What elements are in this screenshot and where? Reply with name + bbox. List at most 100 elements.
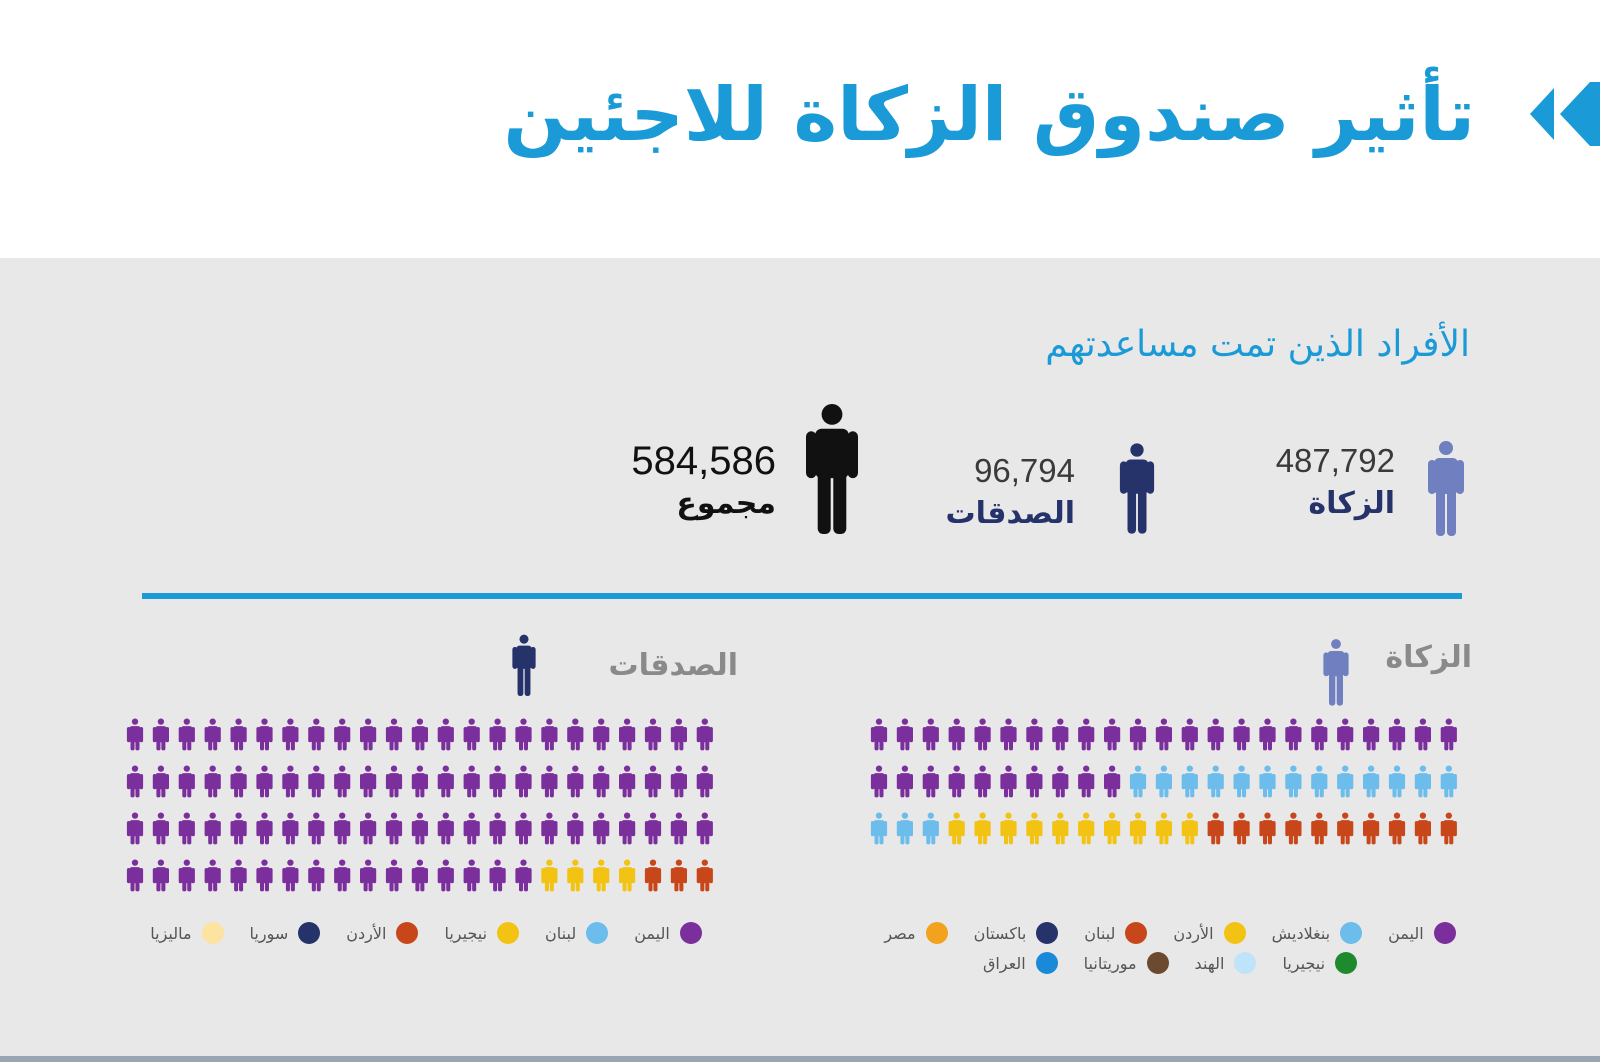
person-icon-اليمن xyxy=(1078,718,1095,751)
person-icon-اليمن xyxy=(256,765,273,798)
person-icon-اليمن xyxy=(334,765,351,798)
legend-label: بنغلاديش xyxy=(1271,923,1331,943)
legend-label: الأردن xyxy=(346,923,387,943)
person-icon-اليمن xyxy=(974,718,991,751)
legend-dot-icon xyxy=(1433,922,1456,944)
person-icon-اليمن xyxy=(256,812,273,845)
person-icon-لبنان xyxy=(1363,812,1380,845)
person-icon-اليمن xyxy=(567,812,584,845)
person-icon-اليمن xyxy=(385,859,403,892)
person-icon-اليمن xyxy=(1388,718,1406,751)
person-icon-اليمن xyxy=(463,765,480,798)
person-icon-اليمن xyxy=(1181,718,1198,751)
person-icon-اليمن xyxy=(644,812,662,845)
person-icon-الأردن xyxy=(974,812,991,845)
person-icon-اليمن xyxy=(463,859,480,892)
person-icon-بنغلاديش xyxy=(1388,765,1406,798)
person-icon-اليمن xyxy=(619,812,636,845)
legend-dot-icon xyxy=(1035,952,1058,974)
person-icon-اليمن xyxy=(870,718,888,751)
person-icon-بنغلاديش xyxy=(896,812,913,845)
legend-label: نيجيريا xyxy=(444,923,488,943)
total-value: 584,586 xyxy=(631,439,776,483)
legend-dot-icon xyxy=(679,922,702,944)
person-icon-اليمن xyxy=(974,765,991,798)
person-icon-اليمن xyxy=(1052,765,1069,798)
person-icon-اليمن xyxy=(593,765,610,798)
person-icon-اليمن xyxy=(670,718,687,751)
person-icon-اليمن xyxy=(230,718,247,751)
legend-item: العراق xyxy=(983,952,1058,974)
legend-dot-icon xyxy=(925,922,948,944)
person-icon-الأردن xyxy=(1078,812,1095,845)
person-icon-اليمن xyxy=(593,812,610,845)
legend-label: سوريا xyxy=(249,923,289,943)
person-icon-لبنان xyxy=(1207,812,1224,845)
person-icon-اليمن xyxy=(896,718,913,751)
person-icon-اليمن xyxy=(334,812,351,845)
person-icon-اليمن xyxy=(922,718,939,751)
person-icon-اليمن xyxy=(126,812,144,845)
person-icon-اليمن xyxy=(360,859,377,892)
person-icon-اليمن xyxy=(204,859,221,892)
person-icon-اليمن xyxy=(385,718,403,751)
legend-item: الأردن xyxy=(1173,922,1246,944)
person-icon-اليمن xyxy=(567,718,584,751)
person-icon-اليمن xyxy=(411,859,428,892)
legend-label: الأردن xyxy=(1173,923,1214,943)
sadaqat-section-title: الصدقات xyxy=(608,648,739,683)
person-icon-بنغلاديش xyxy=(1207,765,1224,798)
person-icon-اليمن xyxy=(1233,718,1250,751)
person-icon-بنغلاديش xyxy=(1337,765,1354,798)
person-icon-اليمن xyxy=(619,765,636,798)
person-icon-اليمن xyxy=(489,765,506,798)
person-icon-اليمن xyxy=(411,765,428,798)
legend-dot-icon xyxy=(201,922,224,944)
person-icon-اليمن xyxy=(437,812,454,845)
legend-label: ماليزيا xyxy=(150,923,192,943)
person-icon-بنغلاديش xyxy=(922,812,939,845)
person-icon-الأردن xyxy=(1104,812,1121,845)
person-icon-اليمن xyxy=(204,765,221,798)
person-icon-بنغلاديش xyxy=(1129,765,1147,798)
person-icon-اليمن xyxy=(385,765,403,798)
sadaqat-pictogram xyxy=(126,718,713,892)
person-icon-اليمن xyxy=(922,765,939,798)
legend-item: بنغلاديش xyxy=(1272,922,1363,944)
person-icon-بنغلاديش xyxy=(870,812,888,845)
person-icon-اليمن xyxy=(593,718,610,751)
legend-dot-icon xyxy=(1146,952,1169,974)
legend-label: نيجيريا xyxy=(1282,953,1326,973)
person-icon-اليمن xyxy=(360,765,377,798)
person-icon-نيجيريا xyxy=(619,859,636,892)
person-icon-اليمن xyxy=(178,765,195,798)
legend-label: لبنان xyxy=(545,923,577,943)
legend-item: الهند xyxy=(1195,952,1257,974)
person-icon-اليمن xyxy=(256,859,273,892)
person-icon-اليمن xyxy=(644,765,662,798)
sadaqat-stat: 96,794 الصدقات xyxy=(946,450,1076,536)
person-icon-اليمن xyxy=(1000,718,1017,751)
person-icon-اليمن xyxy=(1440,718,1457,751)
person-icon-اليمن xyxy=(178,718,195,751)
person-icon-الأردن xyxy=(1052,812,1069,845)
person-icon-الأردن xyxy=(1155,812,1172,845)
person-icon-اليمن xyxy=(1000,765,1017,798)
legend-dot-icon xyxy=(1036,922,1059,944)
legend-dot-icon xyxy=(1340,922,1363,944)
person-icon-اليمن xyxy=(870,765,888,798)
person-icon-اليمن xyxy=(385,812,403,845)
legend-item: باكستان xyxy=(974,922,1059,944)
person-icon-اليمن xyxy=(896,765,913,798)
person-icon-اليمن xyxy=(515,718,532,751)
person-icon-اليمن xyxy=(308,859,325,892)
person-icon-اليمن xyxy=(152,859,169,892)
person-icon-اليمن xyxy=(1207,718,1224,751)
person-icon-اليمن xyxy=(204,812,221,845)
person-icon-الأردن xyxy=(644,859,662,892)
person-icon-اليمن xyxy=(126,718,144,751)
page-title: تأثير صندوق الزكاة للاجئين xyxy=(503,72,1475,158)
person-icon-اليمن xyxy=(515,859,532,892)
zakat-stat: 487,792 الزكاة xyxy=(1276,440,1395,526)
person-icon-اليمن xyxy=(437,765,454,798)
